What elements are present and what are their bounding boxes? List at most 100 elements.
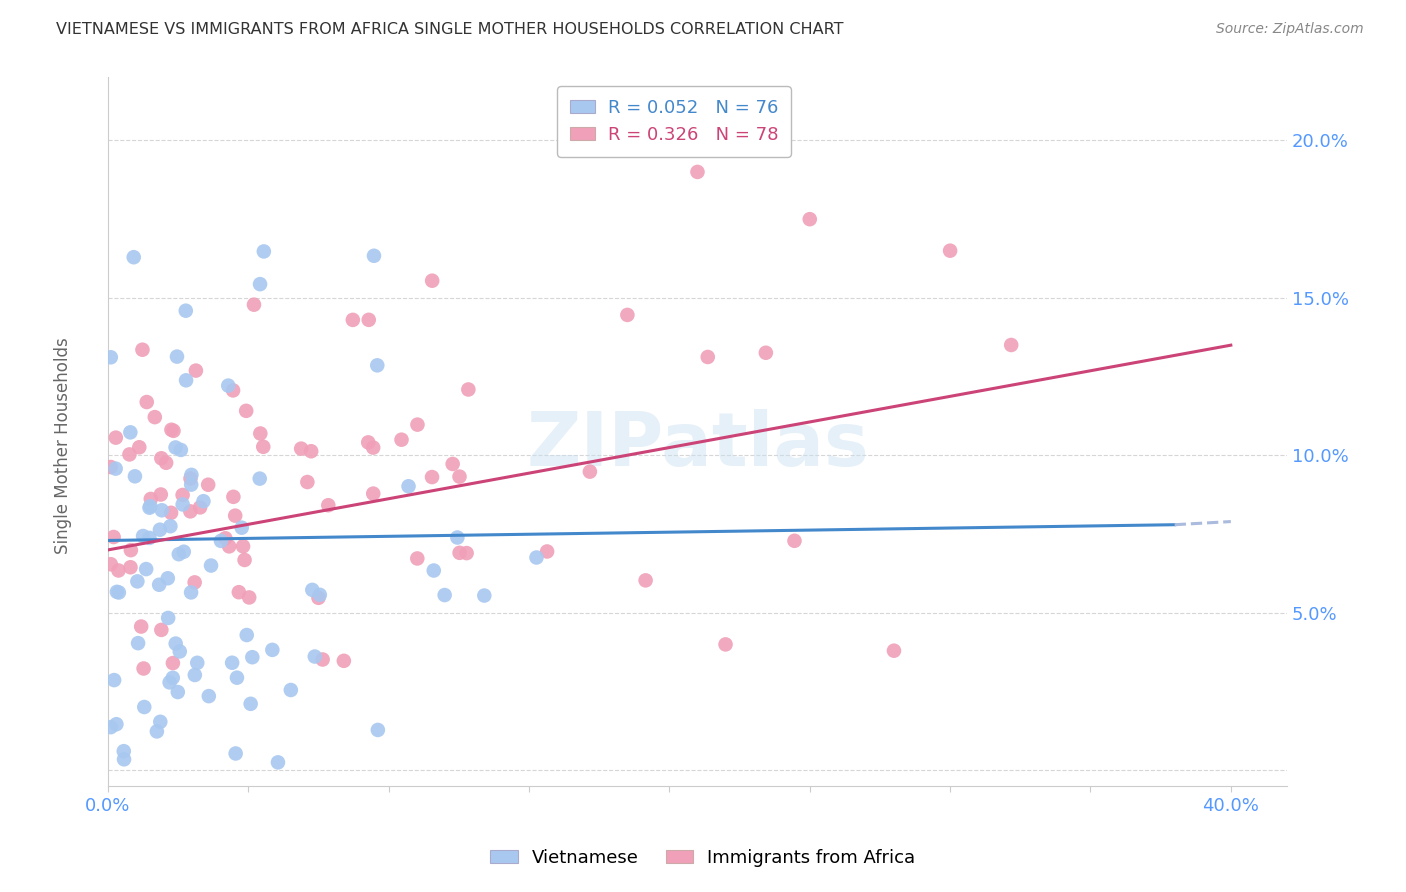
Point <box>103 530 125 544</box>
Point <box>131 343 153 357</box>
Point <box>233 553 256 567</box>
Point <box>267 756 290 770</box>
Point <box>238 591 260 605</box>
Point <box>218 540 240 554</box>
Point <box>939 244 962 258</box>
Point <box>423 564 446 578</box>
Point <box>188 500 211 515</box>
Point <box>239 697 262 711</box>
Point <box>139 491 162 506</box>
Point <box>155 456 177 470</box>
Point <box>357 435 380 450</box>
Point <box>262 643 284 657</box>
Point <box>449 546 471 560</box>
Point <box>634 574 657 588</box>
Point <box>120 543 142 558</box>
Text: ZIPatlas: ZIPatlas <box>526 409 869 483</box>
Point <box>100 460 122 475</box>
Point <box>299 444 322 458</box>
Point <box>280 683 302 698</box>
Point <box>104 461 127 475</box>
Point <box>363 249 385 263</box>
Point <box>420 470 443 484</box>
Point <box>124 469 146 483</box>
Point <box>104 431 127 445</box>
Point <box>166 685 188 699</box>
Point <box>304 649 326 664</box>
Point <box>221 656 243 670</box>
Point <box>100 351 122 365</box>
Point <box>366 359 388 373</box>
Point <box>165 636 187 650</box>
Point <box>159 675 181 690</box>
Point <box>714 637 737 651</box>
Point <box>342 313 364 327</box>
Point <box>406 551 429 566</box>
Point <box>112 744 135 758</box>
Point <box>222 384 245 398</box>
Point <box>183 575 205 590</box>
Point <box>406 417 429 432</box>
Point <box>579 465 602 479</box>
Point <box>150 451 173 466</box>
Point <box>253 244 276 259</box>
Point <box>127 636 149 650</box>
Point <box>225 747 247 761</box>
Point <box>132 661 155 675</box>
Point <box>179 471 201 485</box>
Point <box>217 378 239 392</box>
Point <box>420 274 443 288</box>
Point <box>240 650 263 665</box>
Point <box>180 477 202 491</box>
Point <box>180 585 202 599</box>
Point <box>799 212 821 227</box>
Legend: R = 0.052   N = 76, R = 0.326   N = 78: R = 0.052 N = 76, R = 0.326 N = 78 <box>557 87 790 157</box>
Point <box>122 250 145 264</box>
Point <box>235 628 257 642</box>
Point <box>616 308 638 322</box>
Point <box>755 345 778 359</box>
Point <box>112 752 135 766</box>
Point <box>170 442 193 457</box>
Point <box>433 588 456 602</box>
Point <box>290 442 312 456</box>
Point <box>138 500 160 515</box>
Point <box>139 500 162 514</box>
Point <box>333 654 356 668</box>
Point <box>783 533 806 548</box>
Point <box>173 545 195 559</box>
Point <box>138 531 160 545</box>
Point <box>172 488 194 502</box>
Point <box>457 383 479 397</box>
Point <box>184 668 207 682</box>
Point <box>120 425 142 440</box>
Point <box>249 426 271 441</box>
Point <box>696 350 718 364</box>
Point <box>472 589 495 603</box>
Point <box>249 277 271 292</box>
Point <box>1000 338 1022 352</box>
Point <box>398 479 420 493</box>
Point <box>357 313 380 327</box>
Point <box>222 490 245 504</box>
Point <box>311 652 333 666</box>
Point <box>149 523 172 537</box>
Point <box>214 531 236 545</box>
Point <box>134 700 156 714</box>
Point <box>179 504 201 518</box>
Point <box>174 303 197 318</box>
Point <box>105 717 128 731</box>
Point <box>172 498 194 512</box>
Point <box>149 487 172 501</box>
Point <box>100 558 122 572</box>
Point <box>105 584 128 599</box>
Point <box>148 578 170 592</box>
Text: Single Mother Households: Single Mother Households <box>55 338 72 554</box>
Point <box>162 424 184 438</box>
Point <box>146 724 169 739</box>
Point <box>135 562 157 576</box>
Point <box>156 571 179 585</box>
Point <box>193 494 215 508</box>
Point <box>231 521 253 535</box>
Text: Source: ZipAtlas.com: Source: ZipAtlas.com <box>1216 22 1364 37</box>
